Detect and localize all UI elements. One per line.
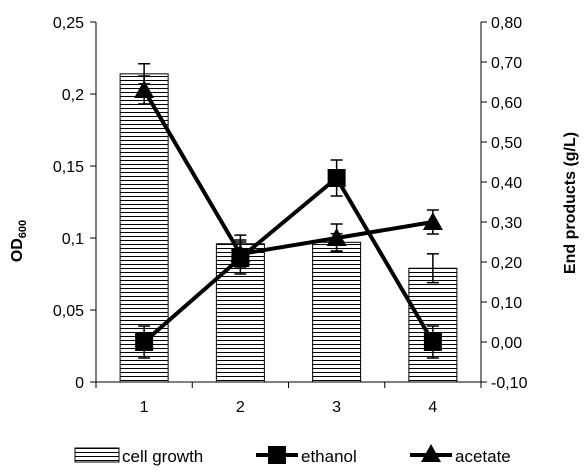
axes [90,21,487,388]
legend-marker-acetate [421,444,441,462]
x-tick-label: 1 [140,399,149,416]
legend-swatch-cell-growth [74,447,120,463]
right-tick-label: 0,70 [491,55,522,72]
right-tick-label: -0,10 [491,375,528,392]
acetate-point-4 [422,212,443,230]
left-axis-title-sub: 600 [17,220,29,238]
legend-marker-ethanol [268,446,286,464]
x-tick-label: 3 [332,399,341,416]
legend-label-ethanol: ethanol [301,447,357,466]
acetate-point-1 [134,80,155,98]
right-tick-label: 0,30 [491,215,522,232]
cell-growth-bars [119,63,458,383]
left-tick-label: 0,05 [53,303,84,320]
right-tick-label: 0,10 [491,295,522,312]
acetate-point-3 [326,228,347,246]
right-tick-label: 0,20 [491,255,522,272]
ethanol-point-4 [423,333,442,351]
left-tick-label: 0,25 [53,15,84,32]
right-tick-label: 0,00 [491,335,522,352]
line-series [134,75,443,359]
ethanol-point-3 [327,169,346,187]
acetate-line [142,88,434,256]
right-tick-label: 0,80 [491,15,522,32]
bar-4 [408,267,458,383]
left-axis-title-main: OD [9,238,26,262]
tick-labels: 0 0,05 0,1 0,15 0,2 0,25 -0,10 0,00 0,10 0,20 0,30… [53,15,528,416]
right-tick-label: 0,50 [491,135,522,152]
right-axis-title: End products (g/L) [562,132,579,274]
acetate-point-2 [230,244,251,262]
left-axis-title: OD600 [9,220,29,262]
left-tick-label: 0,15 [53,159,84,176]
left-tick-label: 0 [75,375,84,392]
left-tick-label: 0,2 [62,87,84,104]
bar-3 [312,241,362,383]
x-tick-label: 2 [236,399,245,416]
ethanol-point-1 [135,333,154,351]
left-tick-label: 0,1 [62,231,84,248]
bar-error-4 [426,253,439,284]
legend-label-cell-growth: cell growth [122,447,203,466]
legend: cell growth ethanol acetate [74,444,511,466]
ethanol-line [142,176,435,344]
right-tick-label: 0,40 [491,175,522,192]
right-tick-label: 0,60 [491,95,522,112]
x-tick-label: 4 [428,399,437,416]
legend-label-acetate: acetate [455,447,511,466]
